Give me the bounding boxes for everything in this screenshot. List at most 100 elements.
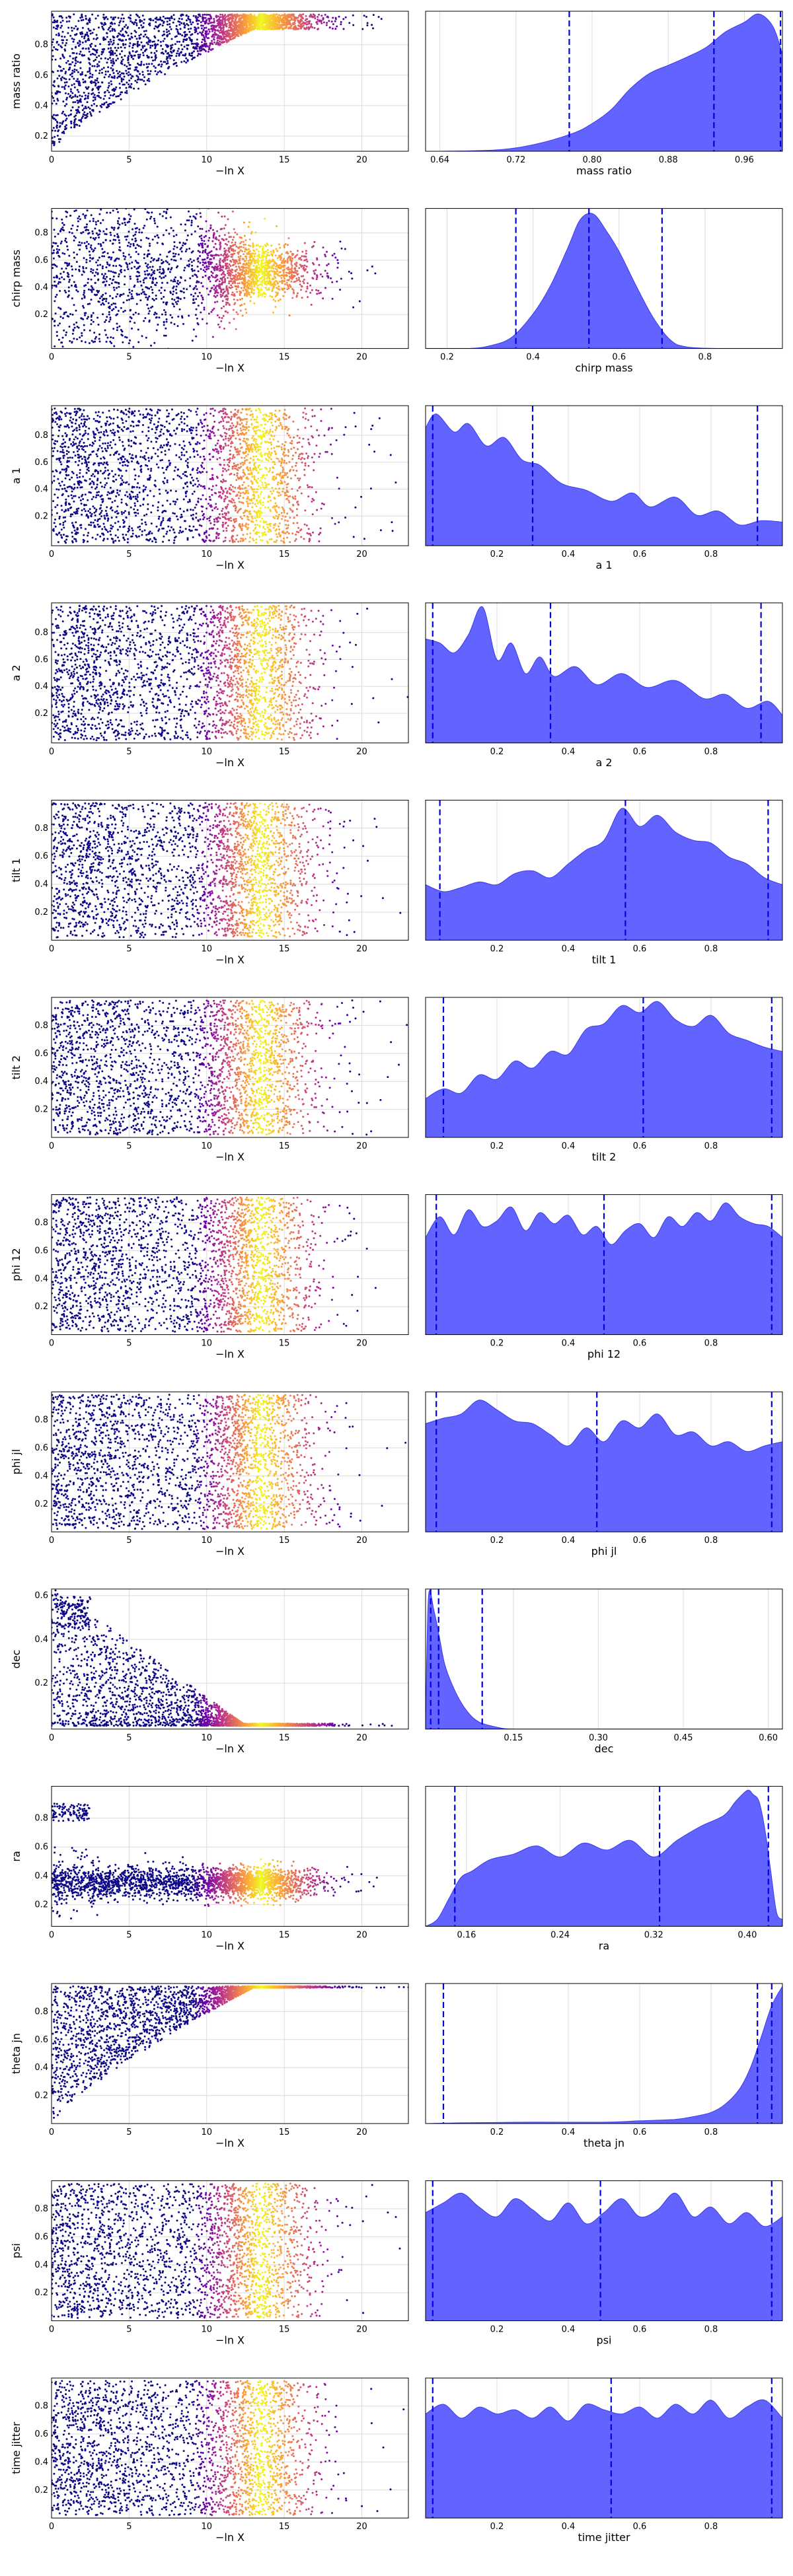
trace-point (170, 44, 172, 47)
trace-point (272, 249, 274, 252)
trace-point (89, 256, 91, 259)
trace-point (202, 31, 204, 33)
trace-point (139, 64, 142, 67)
trace-point (241, 271, 243, 274)
trace-point (221, 317, 223, 319)
trace-point (91, 42, 93, 45)
trace-point (53, 80, 56, 83)
trace-point (173, 278, 176, 281)
trace-point (67, 26, 70, 29)
trace-point (110, 197, 112, 199)
trace-point (81, 350, 83, 352)
trace-point (170, 17, 173, 19)
trace-point (192, 328, 195, 331)
trace-point (305, 268, 307, 270)
trace-point (167, 17, 170, 20)
trace-point (268, 270, 271, 273)
trace-point (91, 65, 94, 67)
trace-point (199, 53, 202, 55)
trace-point (250, 18, 252, 20)
trace-point (261, 256, 264, 259)
trace-point (173, 299, 176, 301)
trace-point (288, 314, 291, 317)
trace-point (199, 262, 202, 264)
trace-point (87, 57, 90, 59)
trace-point (276, 15, 279, 18)
trace-point (236, 233, 239, 236)
trace-point (229, 270, 232, 273)
trace-point (186, 44, 188, 46)
trace-point (52, 14, 54, 17)
trace-point (133, 30, 136, 32)
trace-point (75, 209, 77, 212)
trace-point (110, 59, 112, 62)
trace-point (75, 309, 77, 312)
trace-point (252, 242, 254, 244)
trace-point (213, 246, 215, 248)
y-tick-label: 0.2 (34, 131, 48, 141)
trace-point (300, 289, 303, 291)
trace-point (186, 34, 188, 36)
trace-point (136, 278, 139, 281)
trace-point (303, 266, 305, 269)
trace-point (274, 15, 276, 18)
trace-point (165, 44, 167, 46)
trace-point (112, 60, 114, 63)
trace-point (61, 69, 63, 72)
trace-point (196, 50, 199, 52)
trace-point (199, 31, 202, 34)
trace-point (73, 184, 75, 186)
trace-point (230, 28, 232, 31)
trace-point (93, 38, 95, 40)
trace-point (289, 26, 291, 29)
trace-point (202, 285, 204, 287)
trace-point (71, 26, 73, 29)
trace-point (177, 283, 180, 285)
trace-point (180, 44, 183, 46)
trace-point (108, 26, 110, 29)
trace-point (336, 266, 339, 269)
trace-point (188, 265, 190, 268)
trace-point (81, 297, 83, 300)
trace-point (197, 26, 200, 29)
trace-point (242, 289, 245, 292)
trace-point (135, 38, 138, 40)
trace-point (145, 188, 147, 190)
trace-point (81, 71, 83, 73)
trace-point (187, 44, 190, 46)
trace-point (59, 242, 62, 244)
trace-point (73, 304, 75, 306)
trace-point (235, 259, 238, 262)
trace-point (232, 250, 235, 252)
trace-point (266, 248, 269, 251)
trace-point (287, 279, 290, 281)
trace-point (108, 283, 110, 286)
trace-point (153, 341, 156, 344)
trace-point (221, 199, 223, 201)
trace-point (310, 303, 313, 306)
trace-point (201, 239, 204, 242)
trace-point (76, 326, 79, 328)
trace-point (160, 71, 163, 74)
trace-point (215, 263, 218, 266)
trace-point (55, 378, 57, 380)
trace-point (303, 264, 306, 267)
trace-point (220, 320, 223, 322)
trace-point (112, 94, 114, 97)
trace-point (154, 67, 157, 69)
trace-point (73, 124, 76, 126)
trace-point (293, 275, 296, 277)
trace-point (274, 254, 277, 257)
trace-point (82, 78, 85, 81)
trace-point (330, 277, 332, 279)
trace-point (170, 322, 172, 324)
trace-point (266, 28, 268, 30)
trace-point (73, 86, 76, 89)
trace-point (84, 80, 87, 83)
trace-point (129, 309, 132, 312)
trace-point (268, 25, 271, 28)
trace-point (275, 291, 278, 294)
trace-point (304, 19, 307, 22)
trace-point (52, 21, 54, 24)
trace-point (181, 34, 184, 37)
